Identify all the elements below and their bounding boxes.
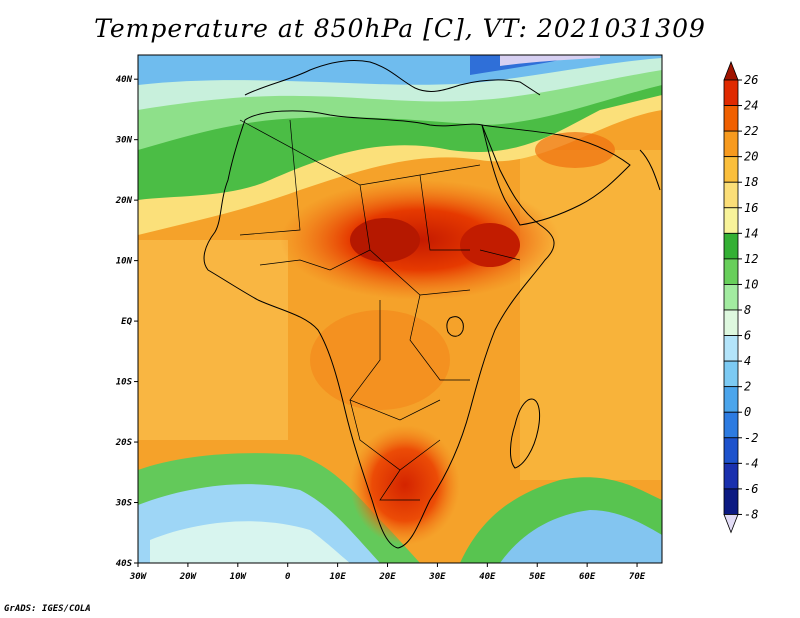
colorbar-label: -4 <box>744 456 758 470</box>
shading-south-cyan <box>150 521 350 563</box>
colorbar-swatch <box>723 207 739 234</box>
lat-axis: 40N 30N 20N 10N EQ 10S 20S 30S 40S <box>115 75 138 569</box>
lon-tick-label: 50E <box>529 572 546 582</box>
colorbar-arrow-bottom <box>723 514 739 534</box>
colorbar-swatch <box>723 130 739 158</box>
lon-tick-label: 70E <box>629 572 646 582</box>
shading-indian-ocean <box>520 150 662 480</box>
colorbar-label: 22 <box>744 124 758 138</box>
colorbar-swatch <box>723 284 739 311</box>
colorbar-label: -2 <box>744 431 758 445</box>
lon-tick-label: 30E <box>428 572 446 582</box>
lon-tick-label: 10E <box>329 572 346 582</box>
shading-arabia-warm <box>535 132 615 168</box>
lat-tick-label: 10N <box>116 257 133 267</box>
shading-ethiopia-core <box>460 223 520 267</box>
colorbar-swatch <box>723 79 739 106</box>
colorbar-swatch <box>723 360 739 388</box>
colorbar-label: 8 <box>744 303 751 317</box>
lat-tick-label: 10S <box>116 378 133 388</box>
colorbar-swatch <box>723 462 739 490</box>
grads-credit: GrADS: IGES/COLA <box>4 604 91 614</box>
colorbar-swatch <box>723 181 739 209</box>
colorbar-label: -6 <box>744 482 758 496</box>
lon-tick-label: 20E <box>378 572 396 582</box>
lon-tick-label: 0 <box>285 572 291 582</box>
lon-tick-label: 10W <box>230 572 248 582</box>
lat-tick-label: 20N <box>115 196 133 206</box>
shading-atlantic <box>138 240 288 440</box>
lat-tick-label: 30N <box>115 136 133 146</box>
lon-tick-label: 60E <box>579 572 596 582</box>
colorbar-swatch <box>723 309 739 336</box>
colorbar-label: 14 <box>744 226 758 240</box>
colorbar-swatch <box>723 386 739 413</box>
lat-tick-label: 30S <box>115 499 133 509</box>
colorbar-arrow-top <box>723 60 739 81</box>
colorbar-label: 20 <box>744 150 758 164</box>
lat-tick-label: 40S <box>116 559 133 569</box>
lon-axis: 30W 20W 10W 0 10E 20E 30E 40E 50E 60E 70E <box>129 563 646 582</box>
coastline-arabia <box>481 124 631 226</box>
colorbar-label: 16 <box>744 201 758 215</box>
colorbar-label: 6 <box>744 329 751 343</box>
colorbar-label: 10 <box>744 277 758 291</box>
colorbar-label: 2 <box>744 380 751 394</box>
lon-tick-label: 30W <box>129 572 148 582</box>
lon-tick-label: 20W <box>179 572 198 582</box>
colorbar-swatch <box>723 156 739 183</box>
shading-sahel-core <box>350 218 420 262</box>
lat-tick-label: 40N <box>116 75 133 85</box>
colorbar-swatch <box>723 232 739 260</box>
colorbar-label: 12 <box>744 252 758 266</box>
coastline-india <box>639 149 661 191</box>
lon-tick-label: 40E <box>479 572 496 582</box>
colorbar-swatch <box>723 258 739 285</box>
colorbar-swatch <box>723 488 739 515</box>
coastline-africa <box>203 110 555 549</box>
colorbar-swatch <box>723 437 739 464</box>
colorbar-label: 26 <box>744 73 758 87</box>
colorbar-label: 18 <box>744 175 758 189</box>
shading-south-east-blue <box>500 510 662 563</box>
colorbar-swatch <box>723 105 739 132</box>
map-frame <box>137 54 663 564</box>
shading-south-hot <box>350 425 460 545</box>
coastline-europe <box>244 59 541 96</box>
map-plot-area <box>138 55 662 563</box>
colorbar-label: 4 <box>744 354 751 368</box>
colorbar-label: -8 <box>744 507 758 521</box>
lat-tick-label: EQ <box>121 317 132 327</box>
colorbar-swatch <box>723 335 739 362</box>
coastline-madagascar <box>510 398 541 469</box>
colorbar-swatch <box>723 411 739 439</box>
colorbar-label: 24 <box>744 99 758 113</box>
shading-north-lilac <box>500 55 600 66</box>
lat-tick-label: 20S <box>115 438 133 448</box>
coastline-lake-victoria <box>446 316 464 337</box>
colorbar-label: 0 <box>744 405 751 419</box>
map-title: Temperature at 850hPa [C], VT: 202103130… <box>94 14 706 43</box>
country-borders <box>239 119 521 501</box>
